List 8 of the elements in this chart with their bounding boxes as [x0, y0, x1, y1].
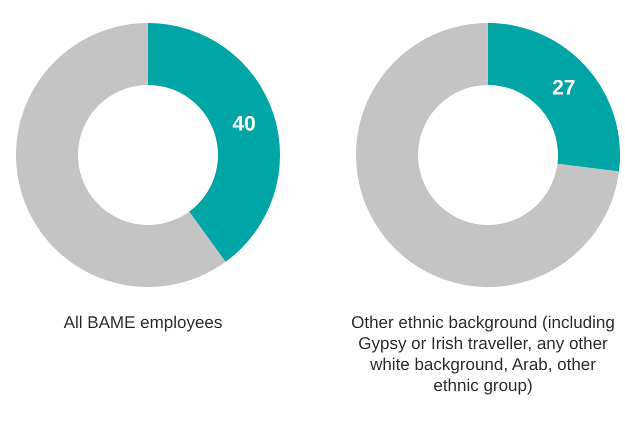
- donut-slice: [488, 23, 620, 172]
- donut-slice: [16, 23, 226, 287]
- donut-slice: [356, 23, 619, 287]
- data-label: 40: [232, 112, 256, 136]
- donut-slice: [148, 23, 280, 262]
- text: All BAME employees: [62, 312, 224, 333]
- data-label: 27: [552, 76, 576, 100]
- text: Other ethnic background (including Gypsy or Irish traveller, any other white background, Arab, other ethnic group): [350, 312, 616, 396]
